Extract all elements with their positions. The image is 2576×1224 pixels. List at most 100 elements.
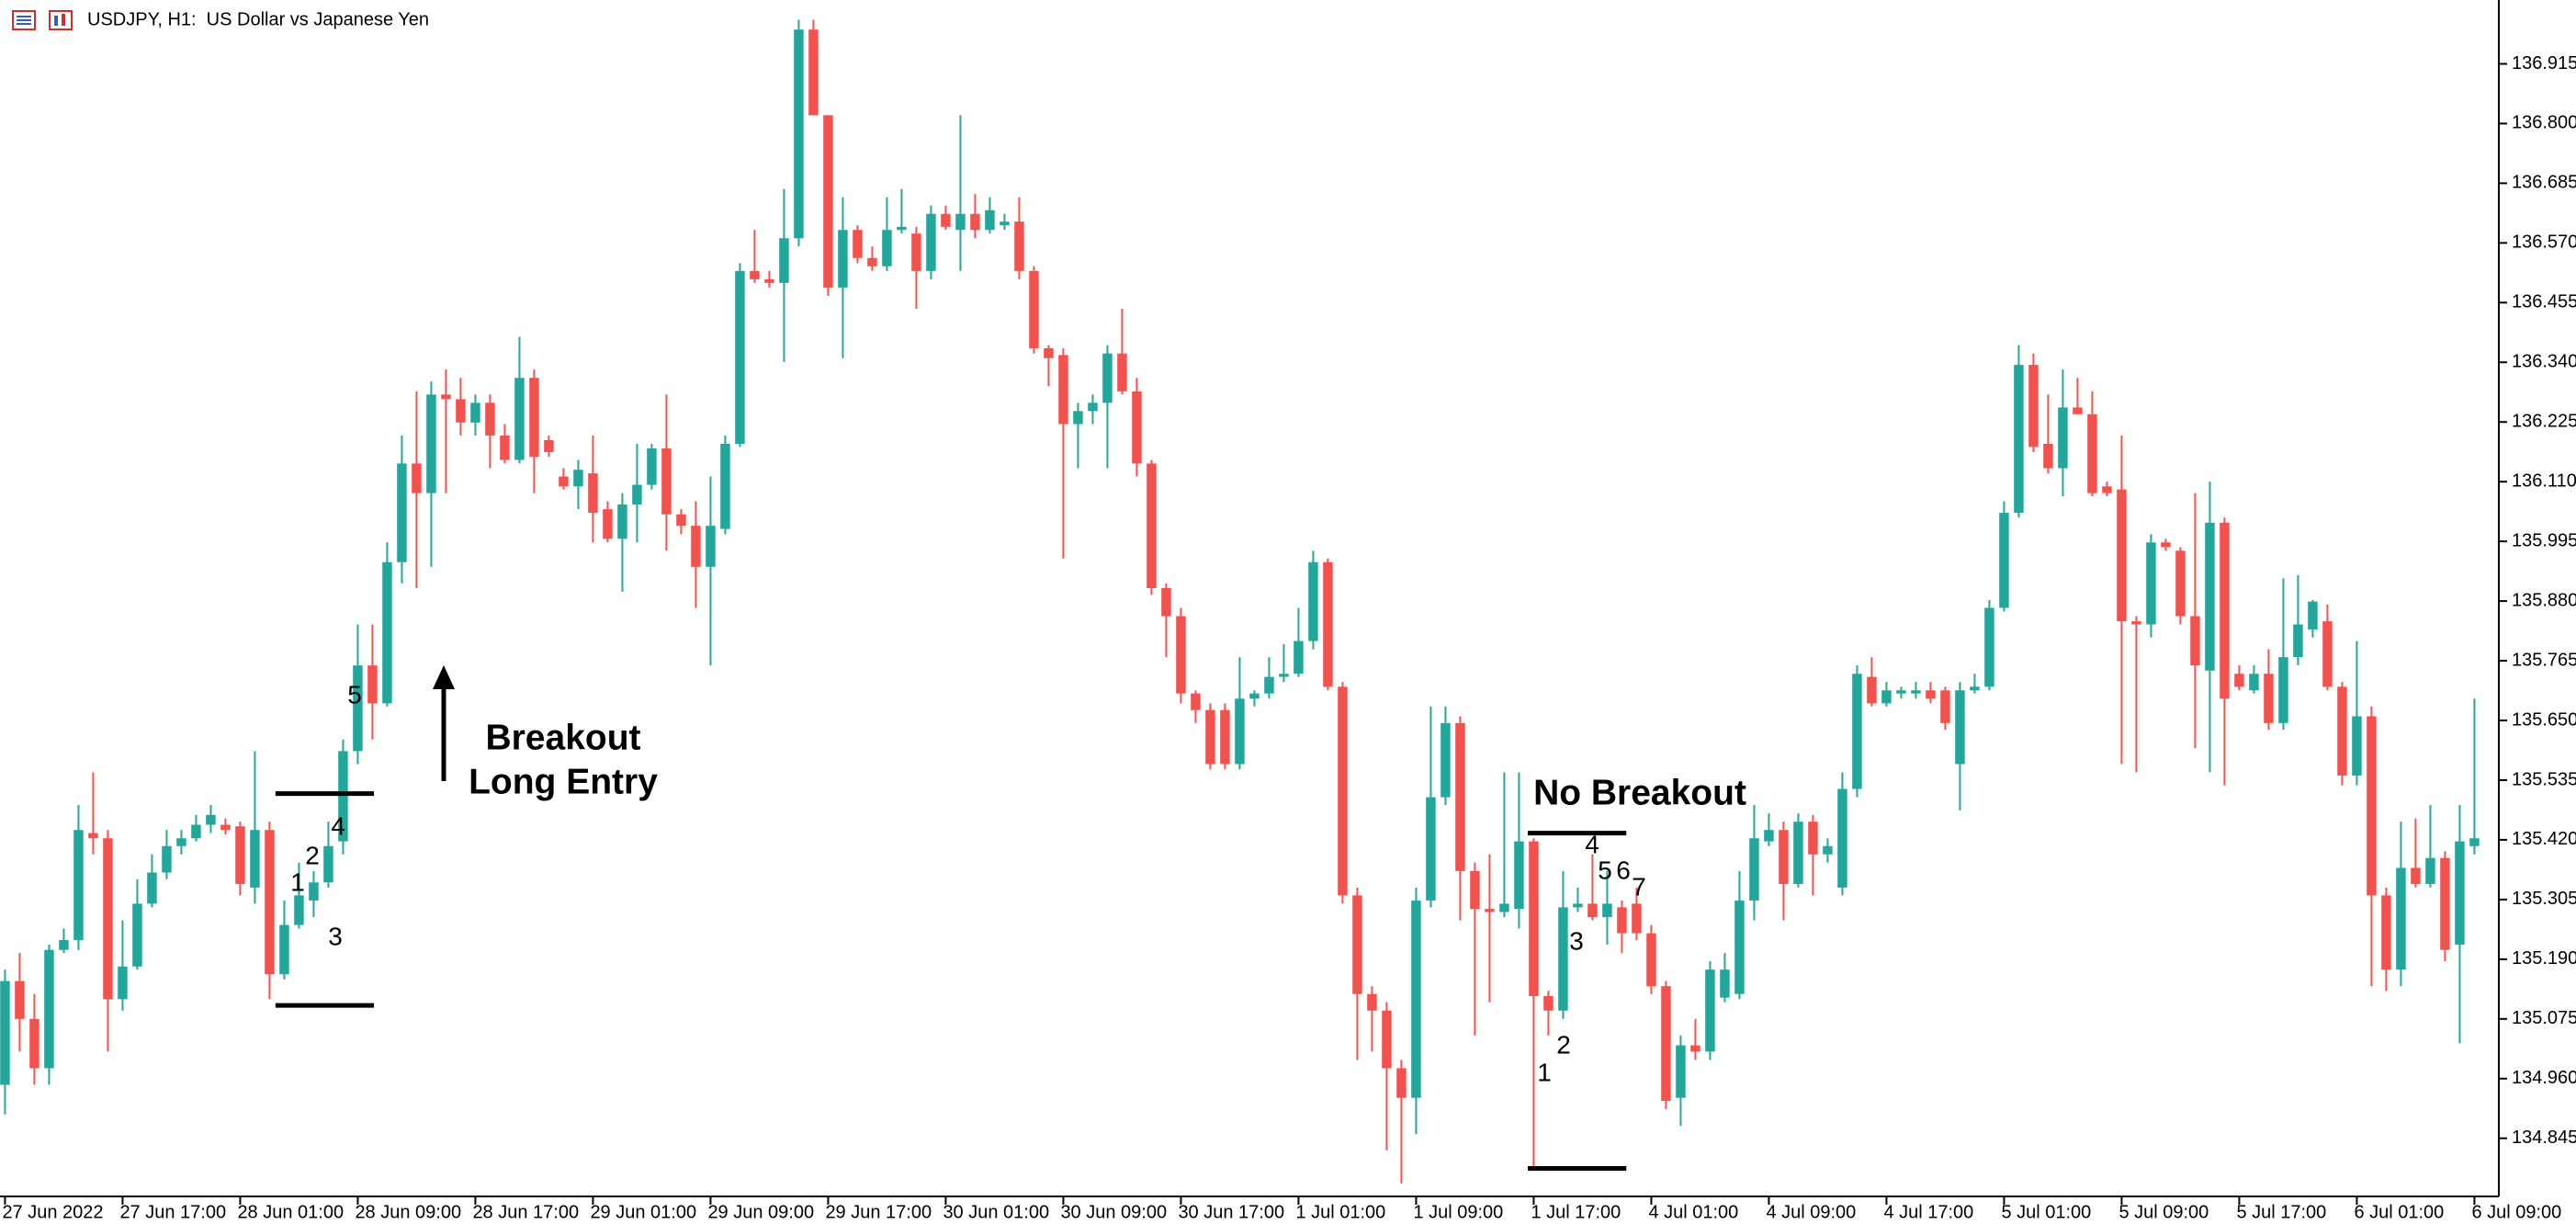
count-label: 7: [1632, 872, 1646, 901]
candle-body: [1881, 690, 1892, 704]
candle-body: [206, 814, 216, 825]
candle-body: [441, 394, 451, 400]
candle-body: [1411, 901, 1421, 1098]
candle-body: [911, 233, 921, 271]
candle-body: [1617, 907, 1627, 934]
candle-body: [603, 509, 613, 539]
candle-body: [808, 29, 819, 116]
x-tick-label: 4 Jul 17:00: [1883, 1202, 1973, 1222]
candle-body: [2308, 601, 2318, 630]
candle-body: [1249, 693, 1260, 699]
candle-body: [2293, 624, 2303, 658]
count-label: 1: [290, 867, 305, 896]
candle-body: [1705, 969, 1715, 1052]
candle-body: [647, 448, 657, 485]
y-tick-label: 136.915: [2512, 53, 2576, 74]
candle-body: [353, 665, 363, 752]
candle-body: [250, 830, 260, 888]
x-tick-label: 1 Jul 09:00: [1413, 1202, 1503, 1222]
candle-body: [2352, 716, 2362, 776]
candle-body: [2411, 867, 2421, 884]
candle-body: [1396, 1068, 1407, 1098]
count-label: 1: [1537, 1058, 1552, 1086]
candle-body: [750, 270, 760, 279]
candle-body: [559, 476, 569, 487]
candle-body: [1058, 355, 1068, 425]
x-tick-label: 27 Jun 17:00: [119, 1202, 226, 1222]
candle-body: [1117, 353, 1127, 391]
count-label: 5: [1598, 856, 1612, 884]
candle-body: [1632, 903, 1642, 934]
y-tick-label: 134.960: [2512, 1068, 2576, 1088]
candle-body: [1573, 903, 1583, 908]
candle-body: [1558, 907, 1568, 1011]
candle-body: [514, 378, 525, 460]
y-tick-label: 135.650: [2512, 709, 2576, 730]
title-icons: [12, 10, 73, 30]
x-tick-label: 28 Jun 01:00: [237, 1202, 344, 1222]
candle-body: [2264, 674, 2274, 723]
y-tick-label: 136.110: [2512, 470, 2576, 491]
candle-body: [103, 838, 113, 1000]
candle-body: [338, 751, 348, 842]
candle-body: [500, 435, 510, 460]
candle-body: [279, 924, 289, 975]
candle-body: [2278, 657, 2288, 723]
candle-body: [1970, 686, 1980, 691]
y-tick-label: 136.800: [2512, 113, 2576, 133]
candle-body: [382, 561, 392, 704]
candle-body: [1455, 722, 1465, 871]
candle-body: [1102, 353, 1113, 403]
x-tick-label: 29 Jun 01:00: [590, 1202, 696, 1222]
x-tick-label: 4 Jul 01:00: [1648, 1202, 1738, 1222]
x-tick-label: 6 Jul 09:00: [2471, 1202, 2561, 1222]
candle-body: [2190, 616, 2200, 666]
candle-body: [147, 872, 157, 904]
icon-bar: [54, 16, 58, 26]
y-tick-label: 135.305: [2512, 889, 2576, 909]
candle-body: [1338, 686, 1348, 896]
candle-body: [1029, 270, 1039, 349]
candle-body: [573, 470, 583, 487]
candle-body: [1426, 797, 1436, 901]
candle-body: [59, 939, 69, 950]
count-label: 3: [328, 922, 343, 950]
candle-body: [323, 845, 333, 883]
candle-body: [1367, 993, 1377, 1011]
candle-body: [970, 213, 980, 231]
candle-body: [529, 378, 539, 458]
chart-title: USDJPY, H1: US Dollar vs Japanese Yen: [87, 9, 429, 29]
candle-body: [1323, 561, 1333, 687]
candle-body: [456, 399, 466, 423]
candle-body: [1926, 690, 1936, 699]
x-tick-label: 30 Jun 01:00: [943, 1202, 1049, 1222]
candle-body: [1485, 909, 1495, 912]
candle-body: [485, 402, 495, 436]
candle-body: [1646, 933, 1656, 987]
y-tick-label: 135.075: [2512, 1008, 2576, 1028]
candle-body: [397, 463, 407, 562]
count-label: 3: [1569, 926, 1584, 955]
candle-body: [853, 230, 863, 258]
x-tick-label: 4 Jul 09:00: [1766, 1202, 1856, 1222]
candle-body: [470, 402, 480, 423]
candle-body: [676, 514, 686, 527]
count-label: 4: [1585, 830, 1599, 858]
candle-body: [1382, 1010, 1392, 1069]
candle-body: [1940, 690, 1950, 723]
candle-body: [1470, 870, 1480, 910]
candle-body: [2425, 857, 2435, 884]
candle-body: [823, 115, 833, 288]
candle-body: [0, 980, 10, 1085]
x-tick-label: 5 Jul 01:00: [2001, 1202, 2091, 1222]
candle-body: [1191, 693, 1201, 710]
candle-body: [926, 213, 936, 271]
candle-body: [132, 903, 142, 967]
candle-body: [1235, 698, 1245, 765]
candle-body: [2028, 365, 2039, 448]
candle-body: [1793, 822, 1803, 884]
candle-body: [1896, 690, 1906, 694]
y-tick-label: 135.190: [2512, 948, 2576, 969]
candle-body: [735, 270, 745, 444]
